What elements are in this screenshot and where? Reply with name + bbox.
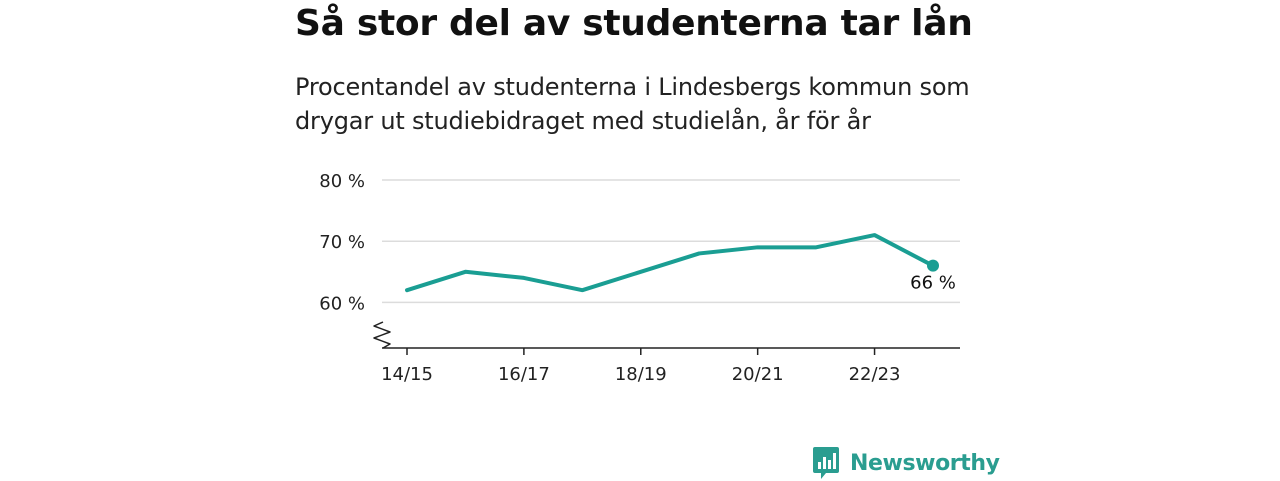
brand-name: Newsworthy (850, 450, 1000, 476)
x-tick-label: 20/21 (732, 364, 784, 385)
x-tick-label: 16/17 (498, 364, 550, 385)
end-value-label: 66 % (910, 273, 956, 294)
y-tick-label: 60 % (319, 293, 365, 314)
series-line (405, 233, 935, 293)
x-tick-label: 14/15 (381, 364, 433, 385)
chart-title: Så stor del av studenterna tar lån (295, 3, 973, 44)
newsworthy-brand: Newsworthy (812, 445, 1000, 481)
bar-chart-icon (813, 447, 839, 479)
line-chart: 60 % 70 % 80 % 14/15 16/17 18/19 20/21 22/23 66 … (319, 171, 960, 385)
y-tick-label: 80 % (319, 171, 365, 192)
end-point-marker (927, 259, 939, 272)
x-tick-label: 18/19 (615, 364, 667, 385)
x-tick-label: 22/23 (849, 364, 901, 385)
axis-break-icon (373, 321, 391, 349)
y-tick-label: 70 % (319, 232, 365, 253)
chart-subtitle: Procentandel av studenterna i Lindesberg… (295, 73, 970, 135)
